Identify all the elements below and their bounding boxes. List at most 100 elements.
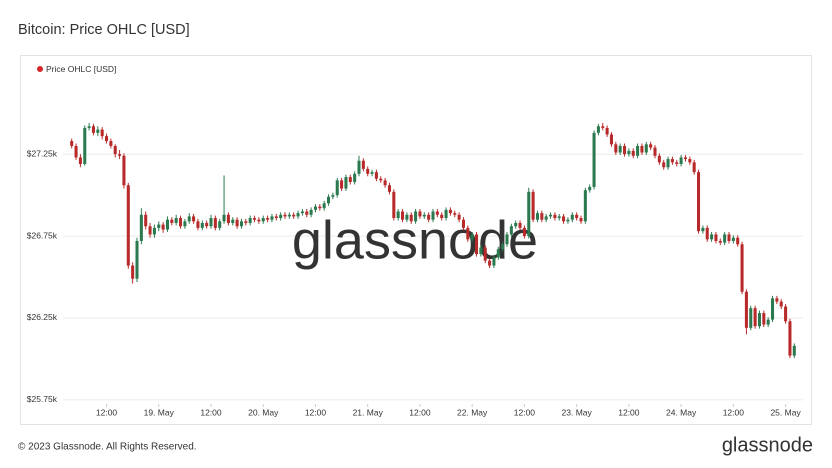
candle-body: [96, 129, 100, 133]
x-tick-label: 12:00: [200, 407, 222, 417]
candle-body: [631, 150, 635, 156]
candle-body: [78, 157, 82, 164]
candle-body: [553, 214, 557, 219]
y-tick-label: $25.75k: [27, 394, 58, 404]
candle-body: [187, 216, 191, 222]
candle-body: [91, 126, 95, 133]
x-tick-label: 21. May: [353, 407, 384, 417]
candle-body: [422, 214, 426, 217]
x-tick-label: 12:00: [305, 407, 327, 417]
candle-body: [549, 214, 553, 217]
candle-body: [292, 214, 296, 217]
candle-body: [544, 216, 548, 220]
candle-body: [557, 216, 561, 219]
x-tick-label: 12:00: [723, 407, 745, 417]
candle-body: [757, 313, 761, 327]
candle-body: [657, 155, 661, 163]
candle-body: [165, 219, 169, 230]
candle-body: [253, 218, 257, 220]
candle-body: [588, 186, 592, 191]
candle-body: [666, 159, 670, 168]
candle-body: [683, 157, 687, 160]
candle-body: [675, 162, 679, 164]
x-tick-label: 22. May: [457, 407, 488, 417]
candle-body: [579, 218, 583, 222]
candle-body: [718, 240, 722, 243]
candle-body: [522, 227, 526, 237]
candle-body: [100, 129, 104, 137]
legend-marker: [37, 66, 43, 72]
candle-body: [470, 234, 474, 240]
candle-body: [644, 144, 648, 153]
candle-body: [514, 222, 518, 227]
candle-body: [379, 178, 383, 181]
candle-body: [144, 214, 148, 227]
candle-body: [179, 218, 183, 227]
candle-body: [749, 308, 753, 328]
candle-body: [575, 214, 579, 219]
x-tick-label: 19. May: [144, 407, 175, 417]
candle-body: [753, 308, 757, 327]
candle-body: [723, 234, 727, 243]
candle-body: [518, 222, 522, 228]
candle-body: [170, 219, 174, 223]
candle-body: [74, 145, 78, 158]
candle-body: [261, 218, 265, 222]
chart-title: Bitcoin: Price OHLC [USD]: [18, 22, 190, 38]
candle-body: [509, 226, 513, 235]
candle-body: [492, 257, 496, 266]
candle-body: [235, 219, 239, 227]
candle-body: [775, 298, 779, 302]
candle-body: [366, 168, 370, 174]
candle-body: [222, 214, 226, 222]
candle-body: [505, 234, 509, 245]
candle-body: [705, 227, 709, 240]
candle-body: [601, 126, 605, 128]
candle-body: [353, 173, 357, 183]
candle-body: [296, 213, 300, 217]
candle-body: [300, 211, 304, 214]
candle-body: [714, 234, 718, 241]
candle-body: [566, 219, 570, 222]
candle-body: [305, 211, 309, 215]
candle-body: [771, 298, 775, 320]
candle-body: [440, 214, 444, 219]
x-tick-label: 25. May: [770, 407, 801, 417]
candle-body: [605, 127, 609, 135]
candle-body: [70, 141, 74, 146]
candle-body: [784, 306, 788, 322]
x-tick-label: 12:00: [618, 407, 640, 417]
y-tick-label: $26.75k: [27, 230, 58, 240]
candle-body: [697, 172, 701, 232]
x-tick-label: 12:00: [514, 407, 536, 417]
candle-body: [131, 265, 135, 279]
candle-body: [183, 221, 187, 227]
candle-body: [118, 154, 122, 156]
candle-body: [731, 237, 735, 241]
candle-body: [383, 180, 387, 186]
candle-body: [479, 247, 483, 255]
candle-body: [788, 321, 792, 356]
candle-body: [688, 159, 692, 163]
candle-body: [105, 136, 109, 142]
candle-body: [209, 218, 213, 227]
candle-body: [161, 224, 165, 230]
candle-body: [527, 191, 531, 237]
candle-body: [244, 221, 248, 223]
y-tick-label: $26.25k: [27, 312, 58, 322]
candle-body: [239, 221, 243, 227]
y-tick-label: $27.25k: [27, 148, 58, 158]
candle-body: [649, 144, 653, 148]
x-tick-label: 12:00: [409, 407, 431, 417]
candle-body: [309, 209, 313, 215]
candle-body: [562, 216, 566, 222]
candle-body: [540, 213, 544, 220]
legend-label: Price OHLC [USD]: [46, 64, 116, 74]
candle-body: [126, 185, 130, 266]
candle-body: [457, 214, 461, 220]
candle-body: [335, 180, 339, 196]
candle-body: [405, 214, 409, 220]
candle-body: [370, 172, 374, 174]
candle-body: [792, 345, 796, 356]
